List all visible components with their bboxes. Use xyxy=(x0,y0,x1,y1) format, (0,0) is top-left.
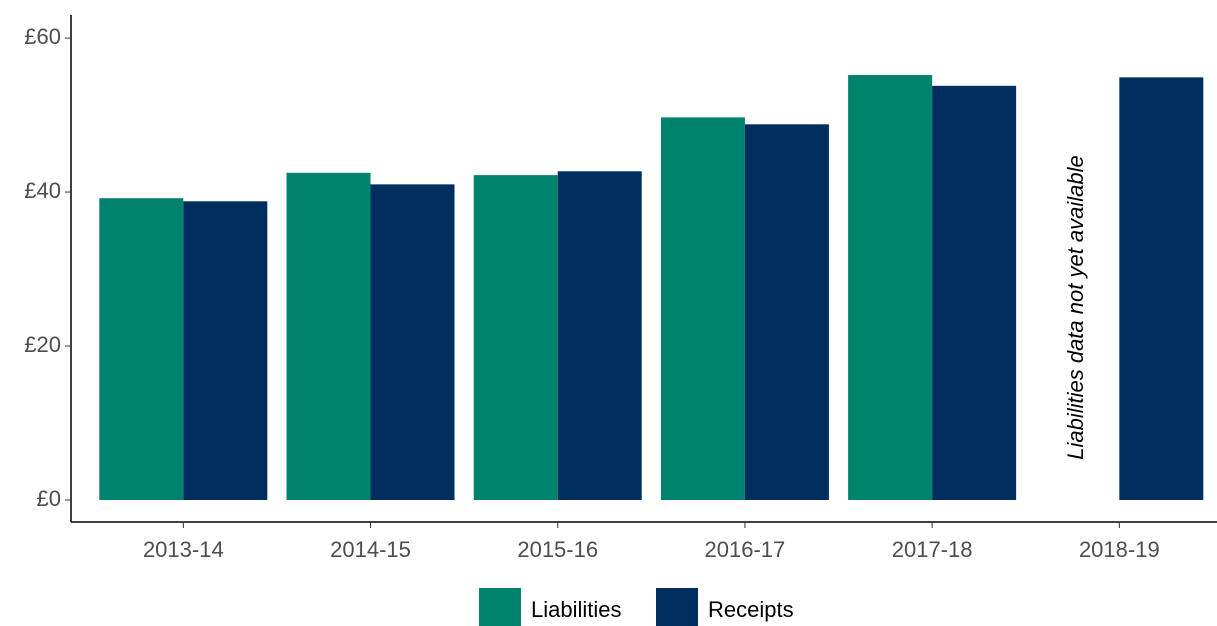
bar xyxy=(286,172,371,500)
bar xyxy=(744,124,829,500)
x-tick-label: 2016-17 xyxy=(705,537,786,562)
x-tick-label: 2017-18 xyxy=(892,537,973,562)
y-tick-label: £40 xyxy=(24,178,61,203)
bar xyxy=(183,201,268,500)
bar xyxy=(557,171,642,500)
bar xyxy=(473,175,558,500)
bar xyxy=(660,117,745,500)
legend-swatch xyxy=(479,588,521,626)
bar xyxy=(848,75,933,500)
bar xyxy=(932,85,1017,500)
legend-label: Receipts xyxy=(708,597,794,622)
x-tick-label: 2015-16 xyxy=(517,537,598,562)
x-tick-label: 2013-14 xyxy=(143,537,224,562)
bar xyxy=(370,184,455,500)
bar xyxy=(99,198,184,500)
y-tick-label: £0 xyxy=(37,486,61,511)
x-tick-label: 2018-19 xyxy=(1079,537,1160,562)
y-tick-label: £60 xyxy=(24,24,61,49)
legend-label: Liabilities xyxy=(531,597,622,622)
annotation: Liabilities data not yet available xyxy=(1063,155,1088,460)
bar xyxy=(1119,77,1204,500)
x-tick-label: 2014-15 xyxy=(330,537,411,562)
legend-swatch xyxy=(656,588,698,626)
y-tick-label: £20 xyxy=(24,332,61,357)
